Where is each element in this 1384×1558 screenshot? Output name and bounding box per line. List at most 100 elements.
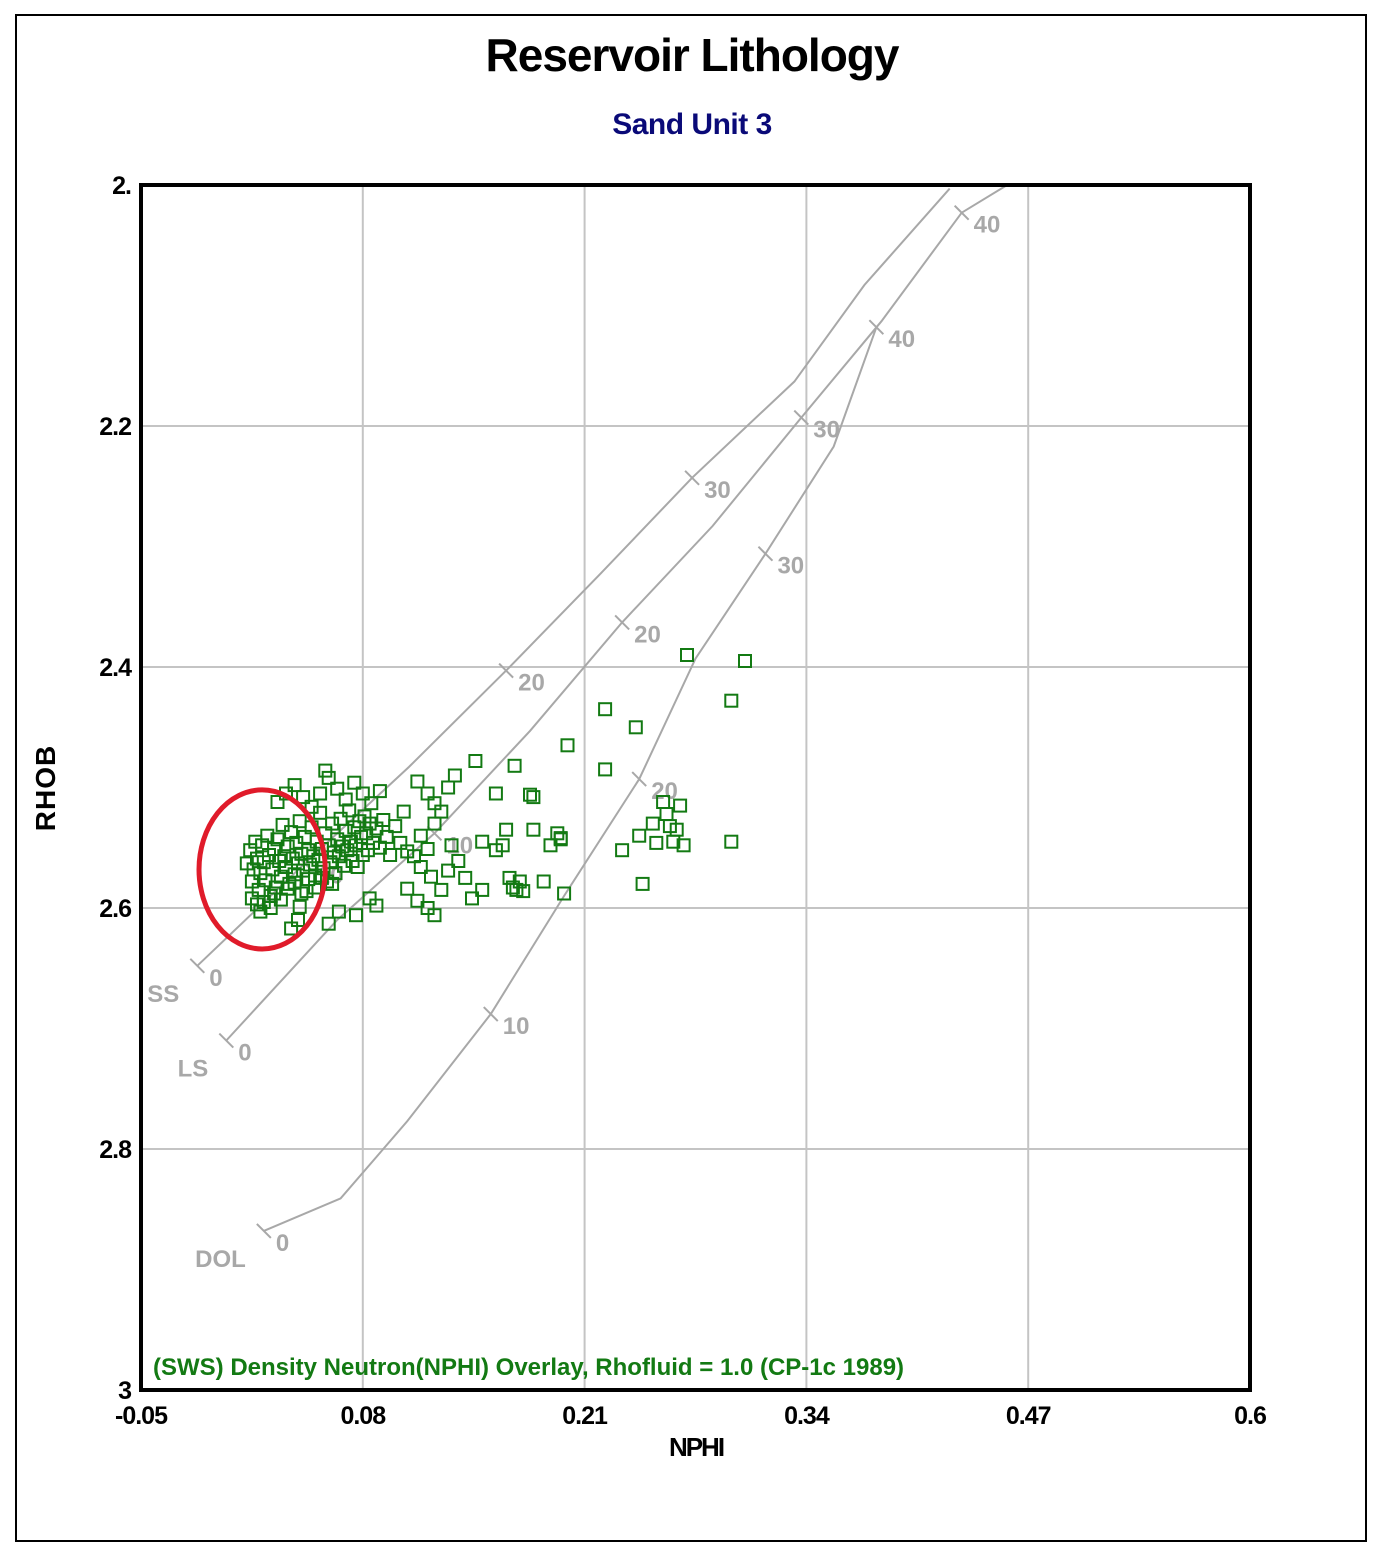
data-point <box>263 901 278 915</box>
y-tick-label: 3 <box>118 1377 131 1405</box>
data-point <box>441 780 456 795</box>
chart-subtitle: Sand Unit 3 <box>612 108 772 141</box>
data-point <box>413 828 428 843</box>
curve-porosity-label: 40 <box>888 326 915 353</box>
curve-ls <box>225 185 1010 1042</box>
data-point <box>420 842 435 856</box>
data-point <box>676 838 691 853</box>
x-tick-label: -0.05 <box>115 1402 168 1430</box>
data-point <box>635 876 650 891</box>
data-point <box>632 828 647 843</box>
data-point <box>427 908 442 923</box>
data-point <box>413 860 428 874</box>
data-point <box>369 898 384 913</box>
data-point <box>536 874 551 889</box>
data-point <box>495 838 510 853</box>
curve-porosity-label: 10 <box>503 1013 530 1040</box>
curve-tick <box>793 409 809 426</box>
data-point <box>458 870 473 885</box>
curve-tick <box>868 319 885 335</box>
data-point <box>468 754 483 768</box>
data-point <box>526 822 541 837</box>
data-point <box>313 786 328 801</box>
data-point <box>318 763 333 778</box>
y-tick-label: 2.6 <box>99 895 131 923</box>
data-point <box>296 790 311 805</box>
curve-tick <box>757 546 774 562</box>
chart-title: Reservoir Lithology <box>485 29 900 81</box>
data-point <box>372 784 387 799</box>
data-point <box>441 863 456 878</box>
data-points <box>239 648 752 936</box>
curve-tick <box>189 958 206 974</box>
curve-porosity-label: 20 <box>634 621 661 648</box>
curve-porosity-label: 0 <box>276 1230 289 1257</box>
data-point <box>260 828 275 843</box>
data-point <box>325 816 340 831</box>
data-point <box>424 869 438 884</box>
curve-name-label: DOL <box>195 1246 246 1273</box>
data-point <box>328 866 343 881</box>
data-point <box>475 834 490 849</box>
curve-porosity-label: 30 <box>704 477 731 504</box>
plot-area-border <box>139 183 1252 1392</box>
data-point <box>451 854 466 868</box>
data-point <box>557 886 572 901</box>
data-point <box>427 796 442 811</box>
data-point <box>330 781 345 796</box>
data-point <box>645 816 660 831</box>
curve-tick <box>614 614 630 631</box>
data-point <box>321 916 336 931</box>
data-point <box>379 829 394 844</box>
overlay-layer <box>196 787 328 952</box>
x-tick-label: 0.47 <box>1006 1402 1051 1430</box>
curve-tick <box>218 1032 235 1049</box>
curve-name-label: SS <box>147 981 179 1008</box>
data-point <box>294 886 309 901</box>
curve-porosity-label: 40 <box>974 212 1001 239</box>
data-point <box>338 792 353 807</box>
curve-porosity-label: 0 <box>209 965 222 992</box>
x-tick-label: 0.6 <box>1234 1402 1266 1430</box>
overlay-annotation: (SWS) Density Neutron(NPHI) Overlay, Rho… <box>153 1354 904 1381</box>
data-point <box>516 884 531 899</box>
data-point <box>287 867 302 882</box>
curve-dol <box>263 326 878 1232</box>
data-point <box>465 891 479 906</box>
data-point <box>598 702 613 717</box>
x-tick-label: 0.08 <box>340 1402 386 1430</box>
data-point <box>512 874 527 889</box>
data-point <box>560 738 575 753</box>
data-point <box>292 899 307 914</box>
data-point <box>499 822 514 837</box>
data-point <box>364 796 379 811</box>
curve-name-label: LS <box>178 1056 209 1083</box>
curve-tick <box>498 662 514 679</box>
data-point <box>553 832 568 847</box>
data-point <box>383 848 398 862</box>
data-point <box>669 822 684 837</box>
curve-tick <box>483 1006 499 1022</box>
data-point <box>270 832 285 847</box>
data-point <box>333 811 348 826</box>
data-point <box>475 882 490 897</box>
data-point <box>724 834 739 849</box>
data-point <box>447 768 462 783</box>
data-point <box>253 904 268 919</box>
data-point <box>277 849 292 864</box>
data-point <box>349 908 363 923</box>
data-point <box>331 904 346 919</box>
data-point <box>410 774 425 789</box>
data-point <box>526 790 541 805</box>
data-point <box>304 799 319 814</box>
data-point <box>598 762 613 777</box>
data-point <box>628 720 643 735</box>
data-point <box>275 817 290 832</box>
x-tick-label: 0.34 <box>784 1402 830 1430</box>
data-point <box>410 893 425 908</box>
highlight-ellipse <box>196 787 328 952</box>
y-tick-label: 2.4 <box>99 654 132 682</box>
data-point <box>523 787 537 802</box>
data-point <box>724 693 739 708</box>
